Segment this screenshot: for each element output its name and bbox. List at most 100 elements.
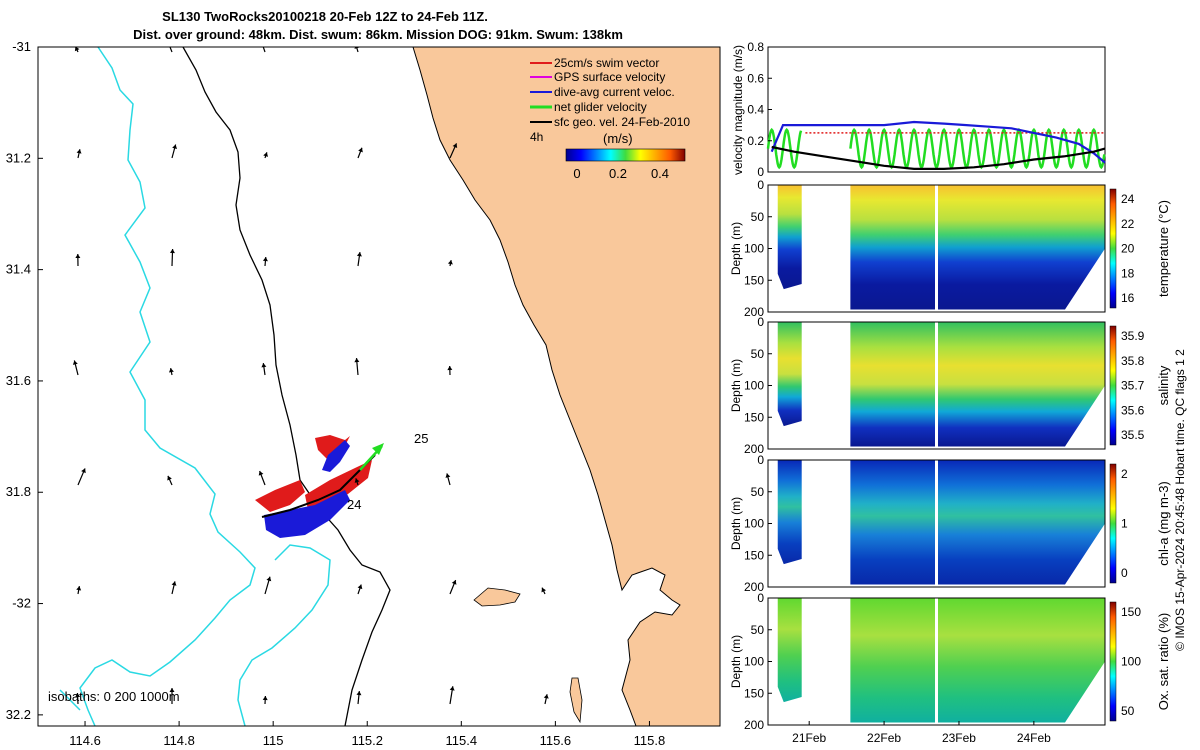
time-tick: 22Feb (867, 731, 901, 745)
credit-text: © IMOS 15-Apr-2024 20:45:48 Hobart time.… (1173, 349, 1187, 651)
net-glider-velocity-arrow (372, 443, 384, 455)
colorbar-tick: 35.8 (1121, 354, 1145, 368)
map-lat-tick: 32.2 (6, 707, 31, 722)
colorbar-tick: 18 (1121, 266, 1135, 280)
depth-tick: 0 (757, 453, 764, 467)
section-data (777, 322, 802, 427)
current-vectors (322, 440, 350, 472)
map-lon-tick: 115.4 (446, 733, 478, 748)
geo-arrow-head (262, 257, 268, 262)
depth-tick: 200 (744, 442, 764, 456)
geo-arrow-head (74, 47, 80, 52)
map-lat-tick: 31.2 (6, 150, 31, 165)
velocity-panel: 0.8 0.6 0.4 0.2 0 velocity magnitude (m/s) (731, 40, 1106, 179)
depth-tick: 100 (744, 655, 764, 669)
section-panel: 0 50 100 150 200 Depth (m) 24 22 20 18 16 temperatu… (729, 178, 1171, 319)
isobath-1000 (59, 689, 81, 711)
day-label: 25 (414, 431, 428, 446)
geo-arrow-head (266, 576, 272, 582)
geo-arrow-head (171, 581, 177, 586)
geo-arrow-head (167, 475, 172, 481)
island (473, 587, 521, 607)
map-lon-tick: 114.6 (69, 733, 101, 748)
depth-tick: 50 (751, 485, 765, 499)
velocity-tick: 0.6 (747, 71, 764, 85)
depth-tick: 150 (744, 686, 764, 700)
legend-item-net: net glider velocity (554, 100, 647, 114)
geo-arrow-head (354, 478, 360, 483)
legend-item-geo: sfc geo. vel. 24-Feb-2010 (554, 115, 690, 129)
geo-arrow-head (81, 468, 86, 474)
colorbar-label: Ox. sat. ratio (%) (1156, 613, 1171, 711)
map-panel: 114.6 114.8 115 115.2 115.4 115.6 115.8 -31 31.2… (6, 39, 721, 748)
depth-tick: 50 (751, 210, 765, 224)
colorbar-tick: 0.2 (609, 166, 627, 181)
colorbar-tick: 16 (1121, 291, 1135, 305)
colorbar-tick: 0.4 (651, 166, 669, 181)
geo-arrow-head (75, 254, 81, 259)
depth-tick: 150 (744, 548, 764, 562)
section-data (850, 185, 1105, 310)
colorbar-tick: 35.7 (1121, 379, 1145, 393)
geo-arrow-head (263, 152, 268, 157)
section-data (850, 460, 1105, 585)
geo-arrow-head (447, 260, 453, 265)
geo-arrow-head (356, 691, 362, 696)
net-velocity-line (766, 127, 1106, 170)
geo-arrow-head (452, 143, 458, 149)
section-data (850, 598, 1105, 723)
geo-arrow-head (449, 686, 455, 691)
time-tick: 24Feb (1017, 731, 1051, 745)
map-lon-tick: 114.8 (163, 733, 195, 748)
geo-arrow-head (76, 149, 82, 154)
geo-arrow-head (167, 42, 172, 47)
colorbar-tick: 100 (1121, 655, 1141, 669)
swim-vectors (255, 480, 305, 512)
colorbar-label: chl-a (mg m-3) (1156, 481, 1171, 566)
geo-arrow-head (354, 358, 360, 363)
depth-tick: 0 (757, 178, 764, 192)
isobaths-label: isobaths: 0 200 1000m (48, 689, 180, 704)
map-frame (37, 46, 721, 727)
section-panel: 0 50 100 150 200 Depth (m) 2 1 0 chl-a (mg m-3) (729, 453, 1171, 594)
depth-tick: 50 (751, 623, 765, 637)
velocity-tick: 0.8 (747, 40, 764, 54)
map-lon-tick: 115.6 (540, 733, 572, 748)
geo-arrow-head (172, 144, 178, 149)
colorbar-tick: 1 (1121, 517, 1128, 531)
map-colorbar (565, 148, 686, 162)
colorbar-tick: 35.6 (1121, 403, 1145, 417)
depth-tick: 100 (744, 242, 764, 256)
velocity-tick: 0.2 (747, 134, 764, 148)
geo-arrow-head (261, 363, 267, 368)
velocity-axes (767, 46, 1106, 173)
colorbar-title: (m/s) (603, 131, 633, 146)
colorbar-label: temperature (°C) (1156, 200, 1171, 297)
map-lat-tick: 31.8 (6, 484, 31, 499)
colorbar-tick: 22 (1121, 217, 1135, 231)
geo-arrow-head (445, 473, 451, 478)
map-lon-tick: 115 (263, 733, 284, 748)
island (569, 677, 583, 724)
depth-label: Depth (m) (729, 222, 743, 275)
geo-arrow-head (168, 368, 174, 373)
geo-arrow-head (262, 696, 268, 701)
section-data (777, 460, 802, 565)
geo-arrow-head (357, 584, 363, 590)
map-lon-tick: 115.2 (351, 733, 383, 748)
section-colorbar (1109, 325, 1117, 446)
section-data (777, 598, 802, 703)
current-vectors (264, 490, 350, 538)
legend-item-current: dive-avg current veloc. (554, 85, 675, 99)
map-lat-tick: 31.6 (6, 373, 31, 388)
colorbar-tick: 35.5 (1121, 428, 1145, 442)
depth-tick: 200 (744, 580, 764, 594)
geo-arrow-head (358, 147, 363, 153)
depth-tick: 50 (751, 347, 765, 361)
section-data (777, 185, 802, 290)
colorbar-tick: 0 (1121, 566, 1128, 580)
map-legend: 25cm/s swim vector GPS surface velocity … (530, 56, 690, 181)
depth-tick: 100 (744, 379, 764, 393)
section-colorbar (1109, 463, 1117, 584)
